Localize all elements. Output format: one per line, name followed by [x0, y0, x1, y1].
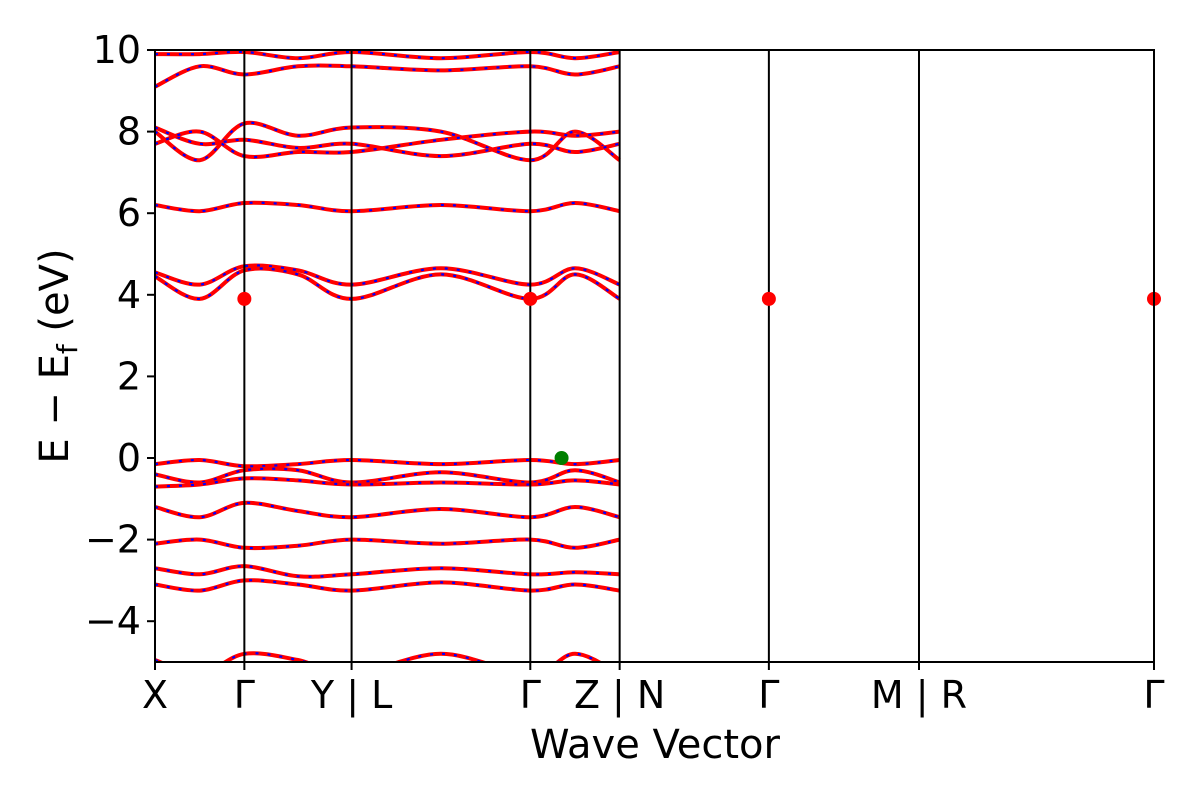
x-tick-label-5: Γ — [758, 673, 779, 717]
x-tick-label-6: M | R — [871, 673, 967, 718]
band-line-1 — [155, 266, 621, 301]
y-axis-ticks: −4 −2 0 2 4 6 8 10 — [85, 28, 155, 643]
cbm-marker-2 — [761, 291, 776, 306]
band-extrema-markers — [237, 291, 1161, 465]
band-line-12 — [155, 537, 621, 551]
x-tick-label-7: Γ — [1143, 673, 1164, 717]
band-overlay-13 — [155, 564, 620, 578]
band-overlay-7 — [155, 50, 620, 60]
plot-frame — [154, 49, 1155, 663]
y-axis-title: E − Ef (eV) — [32, 248, 84, 463]
vbm-marker-4 — [554, 451, 569, 465]
y-tick-label-4: 4 — [117, 273, 141, 317]
y-tick-label-1: −2 — [85, 518, 141, 562]
band-overlay-3 — [155, 121, 621, 162]
band-line-15 — [155, 651, 603, 662]
band-overlay-9 — [155, 467, 621, 484]
y-tick-label-0: −4 — [85, 599, 141, 643]
x-tick-label-2: Y | L — [310, 673, 392, 718]
band-line-0 — [155, 263, 621, 287]
x-axis-title: Wave Vector — [530, 722, 781, 768]
high-symmetry-lines — [243, 50, 920, 662]
y-tick-label-7: 10 — [93, 28, 141, 72]
band-line-8 — [155, 457, 620, 469]
band-line-5 — [155, 129, 620, 159]
band-overlay-12 — [155, 538, 620, 550]
x-tick-label-1: Γ — [234, 673, 255, 717]
band-line-11 — [155, 500, 621, 520]
band-line-6 — [155, 63, 621, 89]
cbm-marker-0 — [237, 291, 252, 306]
x-tick-label-3: Γ — [520, 673, 541, 717]
x-tick-label-0: X — [142, 673, 168, 717]
band-line-13 — [155, 564, 620, 579]
band-overlay-15 — [155, 652, 602, 662]
y-tick-label-5: 6 — [117, 191, 141, 235]
band-overlay-8 — [155, 458, 620, 468]
y-tick-label-3: 2 — [117, 354, 141, 398]
y-tick-label-2: 0 — [117, 436, 141, 480]
cbm-marker-1 — [523, 291, 538, 306]
x-axis-ticks: X Γ Y | L Γ Z | N Γ M | R Γ — [142, 662, 1165, 718]
band-lines — [155, 50, 621, 662]
band-line-4 — [155, 125, 621, 159]
band-overlay-14 — [155, 579, 620, 592]
band-overlay-10 — [155, 477, 620, 488]
x-tick-label-4: Z | N — [574, 673, 665, 718]
band-line-2 — [155, 200, 621, 214]
band-overlay-2 — [155, 201, 620, 213]
y-tick-label-6: 8 — [117, 110, 141, 154]
